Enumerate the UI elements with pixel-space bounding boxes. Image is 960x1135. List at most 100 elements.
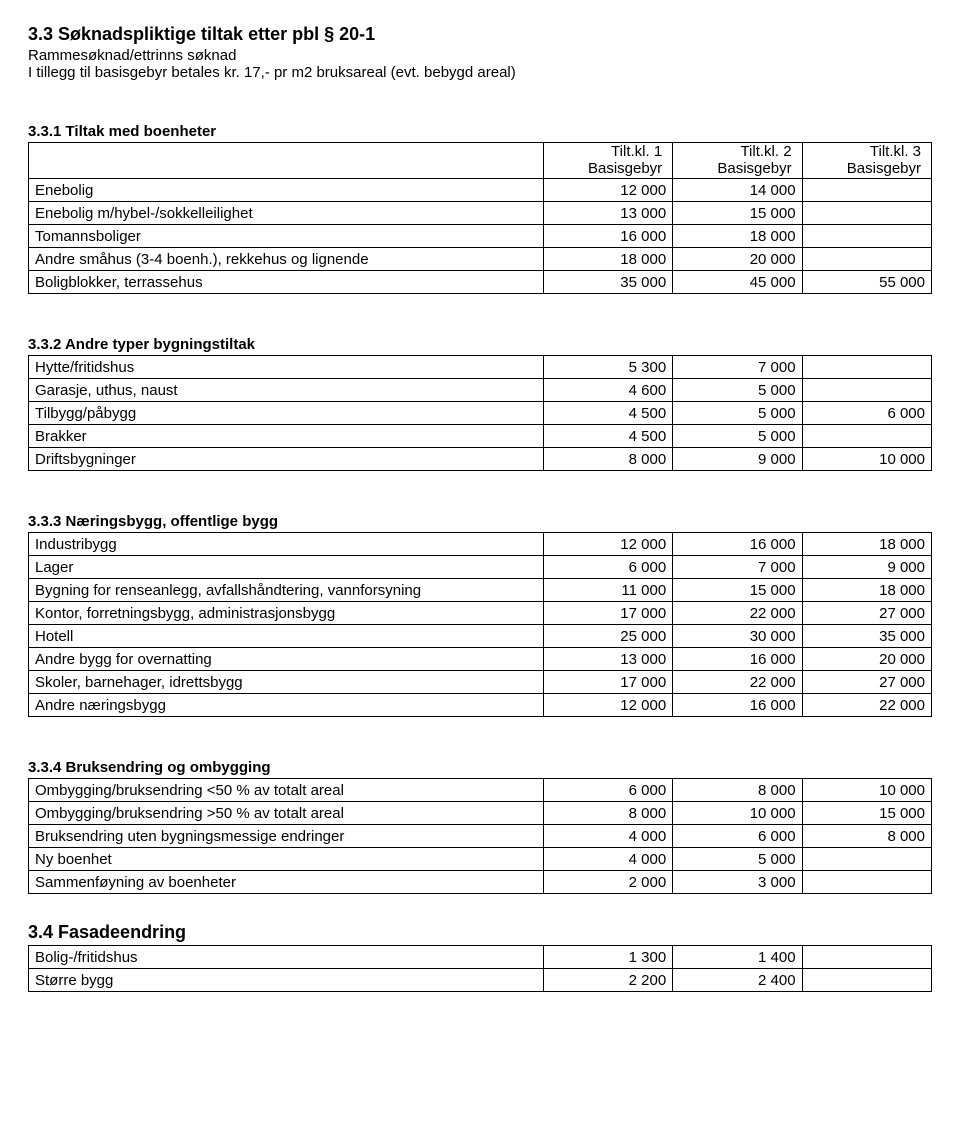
table-row: Brakker4 5005 000	[29, 424, 932, 447]
row-value: 45 000	[673, 270, 802, 293]
row-value: 3 000	[673, 870, 802, 893]
row-value: 12 000	[543, 693, 672, 716]
row-label: Enebolig m/hybel-/sokkelleilighet	[29, 201, 544, 224]
row-value: 8 000	[543, 801, 672, 824]
row-value: 17 000	[543, 601, 672, 624]
row-value: 12 000	[543, 532, 672, 555]
col2-header-bot: Basisgebyr	[673, 160, 801, 177]
table-row: Tomannsboliger16 00018 000	[29, 224, 932, 247]
row-value: 8 000	[543, 447, 672, 470]
row-value: 13 000	[543, 647, 672, 670]
row-value: 18 000	[802, 532, 931, 555]
table-row: Bygning for renseanlegg, avfallshåndteri…	[29, 578, 932, 601]
row-value: 4 500	[543, 401, 672, 424]
row-value: 5 000	[673, 401, 802, 424]
row-value: 15 000	[673, 578, 802, 601]
section-3-3-3-title: 3.3.3 Næringsbygg, offentlige bygg	[28, 513, 932, 530]
row-label: Sammenføyning av boenheter	[29, 870, 544, 893]
section-3-3-2-title: 3.3.2 Andre typer bygningstiltak	[28, 336, 932, 353]
row-value	[802, 201, 931, 224]
row-value: 12 000	[543, 178, 672, 201]
table-3-4: Bolig-/fritidshus1 3001 400Større bygg2 …	[28, 945, 932, 992]
row-value: 22 000	[673, 670, 802, 693]
table-row: Ny boenhet4 0005 000	[29, 847, 932, 870]
row-label: Tomannsboliger	[29, 224, 544, 247]
row-value: 11 000	[543, 578, 672, 601]
row-value: 20 000	[802, 647, 931, 670]
row-label: Boligblokker, terrassehus	[29, 270, 544, 293]
row-value	[802, 378, 931, 401]
row-value: 22 000	[802, 693, 931, 716]
row-value: 9 000	[802, 555, 931, 578]
row-value: 8 000	[802, 824, 931, 847]
row-value: 35 000	[543, 270, 672, 293]
row-value: 10 000	[802, 447, 931, 470]
row-value: 14 000	[673, 178, 802, 201]
row-value: 6 000	[543, 778, 672, 801]
row-value: 1 300	[543, 945, 672, 968]
row-label: Ombygging/bruksendring <50 % av totalt a…	[29, 778, 544, 801]
row-label: Bygning for renseanlegg, avfallshåndteri…	[29, 578, 544, 601]
row-label: Bolig-/fritidshus	[29, 945, 544, 968]
table-row: Enebolig m/hybel-/sokkelleilighet13 0001…	[29, 201, 932, 224]
section-3-4-title: 3.4 Fasadeendring	[28, 922, 932, 943]
row-value	[802, 424, 931, 447]
row-label: Kontor, forretningsbygg, administrasjons…	[29, 601, 544, 624]
row-value: 16 000	[543, 224, 672, 247]
row-value: 27 000	[802, 670, 931, 693]
col1-header-bot: Basisgebyr	[544, 160, 672, 177]
row-value: 20 000	[673, 247, 802, 270]
row-label: Større bygg	[29, 968, 544, 991]
row-value: 4 000	[543, 847, 672, 870]
table-row: Større bygg2 2002 400	[29, 968, 932, 991]
table-row: Kontor, forretningsbygg, administrasjons…	[29, 601, 932, 624]
row-value: 16 000	[673, 693, 802, 716]
table-row: Andre bygg for overnatting13 00016 00020…	[29, 647, 932, 670]
row-value	[802, 870, 931, 893]
table-row: Ombygging/bruksendring <50 % av totalt a…	[29, 778, 932, 801]
row-value: 10 000	[802, 778, 931, 801]
row-label: Driftsbygninger	[29, 447, 544, 470]
row-value: 16 000	[673, 647, 802, 670]
table-row: Tilbygg/påbygg4 5005 0006 000	[29, 401, 932, 424]
row-label: Tilbygg/påbygg	[29, 401, 544, 424]
table-row: Boligblokker, terrassehus35 00045 00055 …	[29, 270, 932, 293]
row-value: 6 000	[543, 555, 672, 578]
row-label: Industribygg	[29, 532, 544, 555]
row-value: 5 000	[673, 378, 802, 401]
col3-header-top: Tilt.kl. 3	[803, 143, 931, 160]
row-value: 1 400	[673, 945, 802, 968]
row-value: 2 200	[543, 968, 672, 991]
row-value: 30 000	[673, 624, 802, 647]
table-3-3-2: Hytte/fritidshus5 3007 000Garasje, uthus…	[28, 355, 932, 471]
row-value: 6 000	[673, 824, 802, 847]
table-3-3-1: Tilt.kl. 1 Basisgebyr Tilt.kl. 2 Basisge…	[28, 142, 932, 294]
row-value: 7 000	[673, 555, 802, 578]
row-label: Bruksendring uten bygningsmessige endrin…	[29, 824, 544, 847]
row-value: 15 000	[802, 801, 931, 824]
row-value: 22 000	[673, 601, 802, 624]
col3-header-bot: Basisgebyr	[803, 160, 931, 177]
section-3-3-line1: Rammesøknad/ettrinns søknad	[28, 47, 932, 64]
row-value: 5 000	[673, 424, 802, 447]
row-value: 18 000	[543, 247, 672, 270]
row-value	[802, 847, 931, 870]
row-value: 15 000	[673, 201, 802, 224]
row-label: Garasje, uthus, naust	[29, 378, 544, 401]
table-row: Bolig-/fritidshus1 3001 400	[29, 945, 932, 968]
row-value: 18 000	[802, 578, 931, 601]
row-label: Andre bygg for overnatting	[29, 647, 544, 670]
row-value: 6 000	[802, 401, 931, 424]
row-label: Hotell	[29, 624, 544, 647]
table-row: Sammenføyning av boenheter2 0003 000	[29, 870, 932, 893]
table-row: Industribygg12 00016 00018 000	[29, 532, 932, 555]
row-value: 2 400	[673, 968, 802, 991]
row-label: Ombygging/bruksendring >50 % av totalt a…	[29, 801, 544, 824]
table-row: Driftsbygninger8 0009 00010 000	[29, 447, 932, 470]
row-label: Andre småhus (3-4 boenh.), rekkehus og l…	[29, 247, 544, 270]
row-value: 5 000	[673, 847, 802, 870]
row-value	[802, 224, 931, 247]
row-value: 17 000	[543, 670, 672, 693]
row-value: 4 600	[543, 378, 672, 401]
section-3-3-1-title: 3.3.1 Tiltak med boenheter	[28, 123, 932, 140]
